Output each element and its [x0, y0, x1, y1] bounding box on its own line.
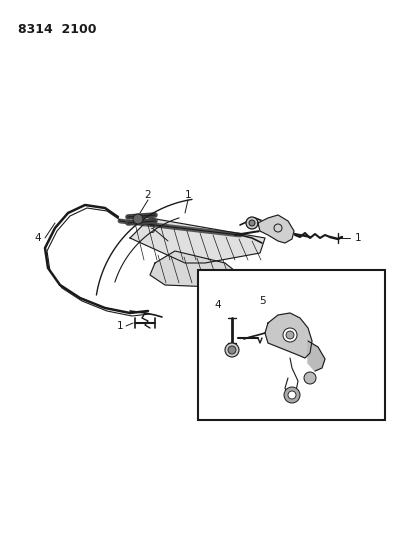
Circle shape — [249, 220, 255, 226]
Circle shape — [225, 343, 239, 357]
Text: 1: 1 — [117, 321, 123, 331]
Text: 8314  2100: 8314 2100 — [18, 23, 96, 36]
Text: 3: 3 — [148, 225, 155, 235]
Circle shape — [304, 372, 316, 384]
Text: 5: 5 — [259, 296, 266, 306]
Text: 4: 4 — [215, 300, 221, 310]
Circle shape — [228, 346, 236, 354]
Circle shape — [246, 217, 258, 229]
Polygon shape — [150, 251, 240, 287]
Polygon shape — [265, 313, 312, 358]
Circle shape — [286, 331, 294, 339]
Polygon shape — [308, 341, 325, 371]
Circle shape — [288, 391, 296, 399]
Circle shape — [133, 214, 143, 224]
Text: 1: 1 — [355, 233, 362, 243]
Text: 2: 2 — [145, 190, 151, 200]
Circle shape — [298, 355, 318, 375]
Polygon shape — [130, 218, 265, 263]
Circle shape — [284, 387, 300, 403]
Polygon shape — [258, 215, 294, 243]
Bar — [198, 270, 385, 420]
Circle shape — [292, 349, 324, 381]
Text: 1: 1 — [185, 190, 191, 200]
Circle shape — [283, 328, 297, 342]
Text: 4: 4 — [35, 233, 41, 243]
